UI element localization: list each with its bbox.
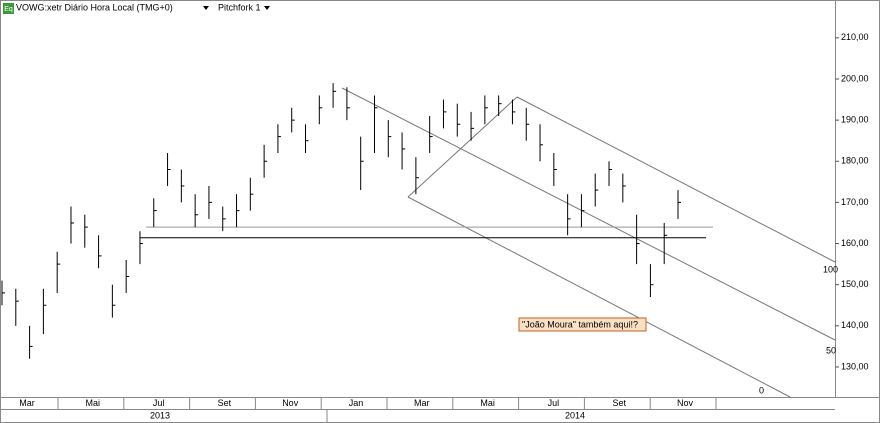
pitchfork-label: 0: [759, 385, 764, 395]
annotation: "João Moura" também aqui!?: [522, 319, 638, 329]
year-label: 2014: [565, 410, 585, 420]
y-tick-label: 160,00: [841, 238, 869, 248]
x-tick-label: Jan: [349, 398, 364, 408]
chart-title[interactable]: VOWG:xetr Diário Hora Local (TMG+0): [16, 2, 173, 12]
x-tick-label: Set: [612, 398, 626, 408]
y-tick-label: 140,00: [841, 320, 869, 330]
x-tick-label: Mai: [480, 398, 495, 408]
dropdown-arrow[interactable]: [264, 6, 270, 10]
x-tick-label: Jul: [153, 398, 165, 408]
x-tick-label: Jul: [548, 398, 560, 408]
x-tick-label: Mai: [86, 398, 101, 408]
y-tick-label: 180,00: [841, 156, 869, 166]
x-tick-label: Nov: [677, 398, 694, 408]
y-tick-label: 190,00: [841, 115, 869, 125]
y-tick-label: 170,00: [841, 197, 869, 207]
pitchfork-line: [516, 96, 836, 263]
y-tick-label: 130,00: [841, 361, 869, 371]
y-tick-label: 210,00: [841, 32, 869, 42]
dropdown-arrow[interactable]: [203, 6, 209, 10]
pitchfork-line: [407, 196, 791, 398]
x-tick-label: Nov: [282, 398, 299, 408]
x-tick-label: Set: [218, 398, 232, 408]
x-tick-label: Mar: [414, 398, 430, 408]
annotation-box: [518, 317, 647, 332]
pitchfork-label: 100: [823, 264, 838, 274]
year-label: 2013: [150, 410, 170, 420]
study-label[interactable]: Pitchfork 1: [218, 2, 261, 12]
icon-label: Eq: [4, 6, 13, 13]
y-tick-label: 200,00: [841, 73, 869, 83]
y-tick-label: 150,00: [841, 279, 869, 289]
pitchfork-line: [341, 87, 836, 341]
pitchfork-label: 50: [826, 345, 836, 355]
icon[interactable]: [3, 3, 14, 14]
x-tick-label: Mar: [19, 398, 35, 408]
